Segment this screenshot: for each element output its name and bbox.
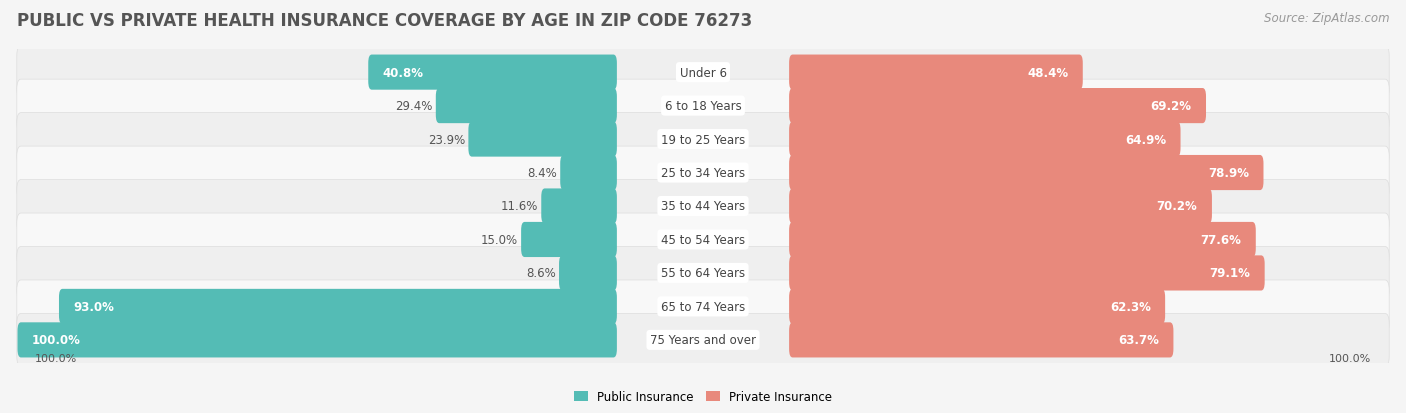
- FancyBboxPatch shape: [789, 289, 1166, 324]
- FancyBboxPatch shape: [541, 189, 617, 224]
- FancyBboxPatch shape: [789, 189, 1212, 224]
- FancyBboxPatch shape: [17, 323, 617, 358]
- FancyBboxPatch shape: [17, 314, 1389, 366]
- Text: 77.6%: 77.6%: [1201, 233, 1241, 247]
- FancyBboxPatch shape: [17, 80, 1389, 133]
- FancyBboxPatch shape: [17, 180, 1389, 233]
- Legend: Public Insurance, Private Insurance: Public Insurance, Private Insurance: [569, 385, 837, 408]
- Text: 40.8%: 40.8%: [382, 66, 423, 79]
- Text: 100.0%: 100.0%: [1329, 353, 1371, 363]
- Text: 6 to 18 Years: 6 to 18 Years: [665, 100, 741, 113]
- Text: 55 to 64 Years: 55 to 64 Years: [661, 267, 745, 280]
- FancyBboxPatch shape: [789, 89, 1206, 124]
- Text: 78.9%: 78.9%: [1208, 166, 1249, 180]
- Text: 8.4%: 8.4%: [527, 166, 557, 180]
- Text: 63.7%: 63.7%: [1118, 334, 1159, 347]
- Text: 70.2%: 70.2%: [1157, 200, 1198, 213]
- FancyBboxPatch shape: [368, 55, 617, 90]
- Text: 64.9%: 64.9%: [1125, 133, 1166, 146]
- FancyBboxPatch shape: [17, 247, 1389, 300]
- FancyBboxPatch shape: [560, 256, 617, 291]
- Text: 25 to 34 Years: 25 to 34 Years: [661, 166, 745, 180]
- Text: Under 6: Under 6: [679, 66, 727, 79]
- Text: PUBLIC VS PRIVATE HEALTH INSURANCE COVERAGE BY AGE IN ZIP CODE 76273: PUBLIC VS PRIVATE HEALTH INSURANCE COVER…: [17, 12, 752, 30]
- FancyBboxPatch shape: [59, 289, 617, 324]
- Text: 19 to 25 Years: 19 to 25 Years: [661, 133, 745, 146]
- Text: 62.3%: 62.3%: [1109, 300, 1150, 313]
- FancyBboxPatch shape: [789, 122, 1181, 157]
- FancyBboxPatch shape: [17, 147, 1389, 199]
- Text: 45 to 54 Years: 45 to 54 Years: [661, 233, 745, 247]
- Text: 48.4%: 48.4%: [1028, 66, 1069, 79]
- Text: 65 to 74 Years: 65 to 74 Years: [661, 300, 745, 313]
- Text: 29.4%: 29.4%: [395, 100, 433, 113]
- Text: Source: ZipAtlas.com: Source: ZipAtlas.com: [1264, 12, 1389, 25]
- FancyBboxPatch shape: [436, 89, 617, 124]
- Text: 15.0%: 15.0%: [481, 233, 517, 247]
- Text: 23.9%: 23.9%: [427, 133, 465, 146]
- FancyBboxPatch shape: [522, 222, 617, 257]
- Text: 100.0%: 100.0%: [35, 353, 77, 363]
- FancyBboxPatch shape: [789, 256, 1264, 291]
- FancyBboxPatch shape: [789, 55, 1083, 90]
- Text: 93.0%: 93.0%: [73, 300, 114, 313]
- Text: 35 to 44 Years: 35 to 44 Years: [661, 200, 745, 213]
- Text: 75 Years and over: 75 Years and over: [650, 334, 756, 347]
- FancyBboxPatch shape: [17, 280, 1389, 333]
- Text: 11.6%: 11.6%: [501, 200, 538, 213]
- FancyBboxPatch shape: [789, 222, 1256, 257]
- Text: 69.2%: 69.2%: [1150, 100, 1191, 113]
- FancyBboxPatch shape: [17, 214, 1389, 266]
- FancyBboxPatch shape: [789, 156, 1264, 191]
- Text: 79.1%: 79.1%: [1209, 267, 1250, 280]
- FancyBboxPatch shape: [17, 47, 1389, 99]
- FancyBboxPatch shape: [468, 122, 617, 157]
- FancyBboxPatch shape: [560, 156, 617, 191]
- Text: 100.0%: 100.0%: [32, 334, 82, 347]
- FancyBboxPatch shape: [17, 113, 1389, 166]
- Text: 8.6%: 8.6%: [526, 267, 555, 280]
- FancyBboxPatch shape: [789, 323, 1174, 358]
